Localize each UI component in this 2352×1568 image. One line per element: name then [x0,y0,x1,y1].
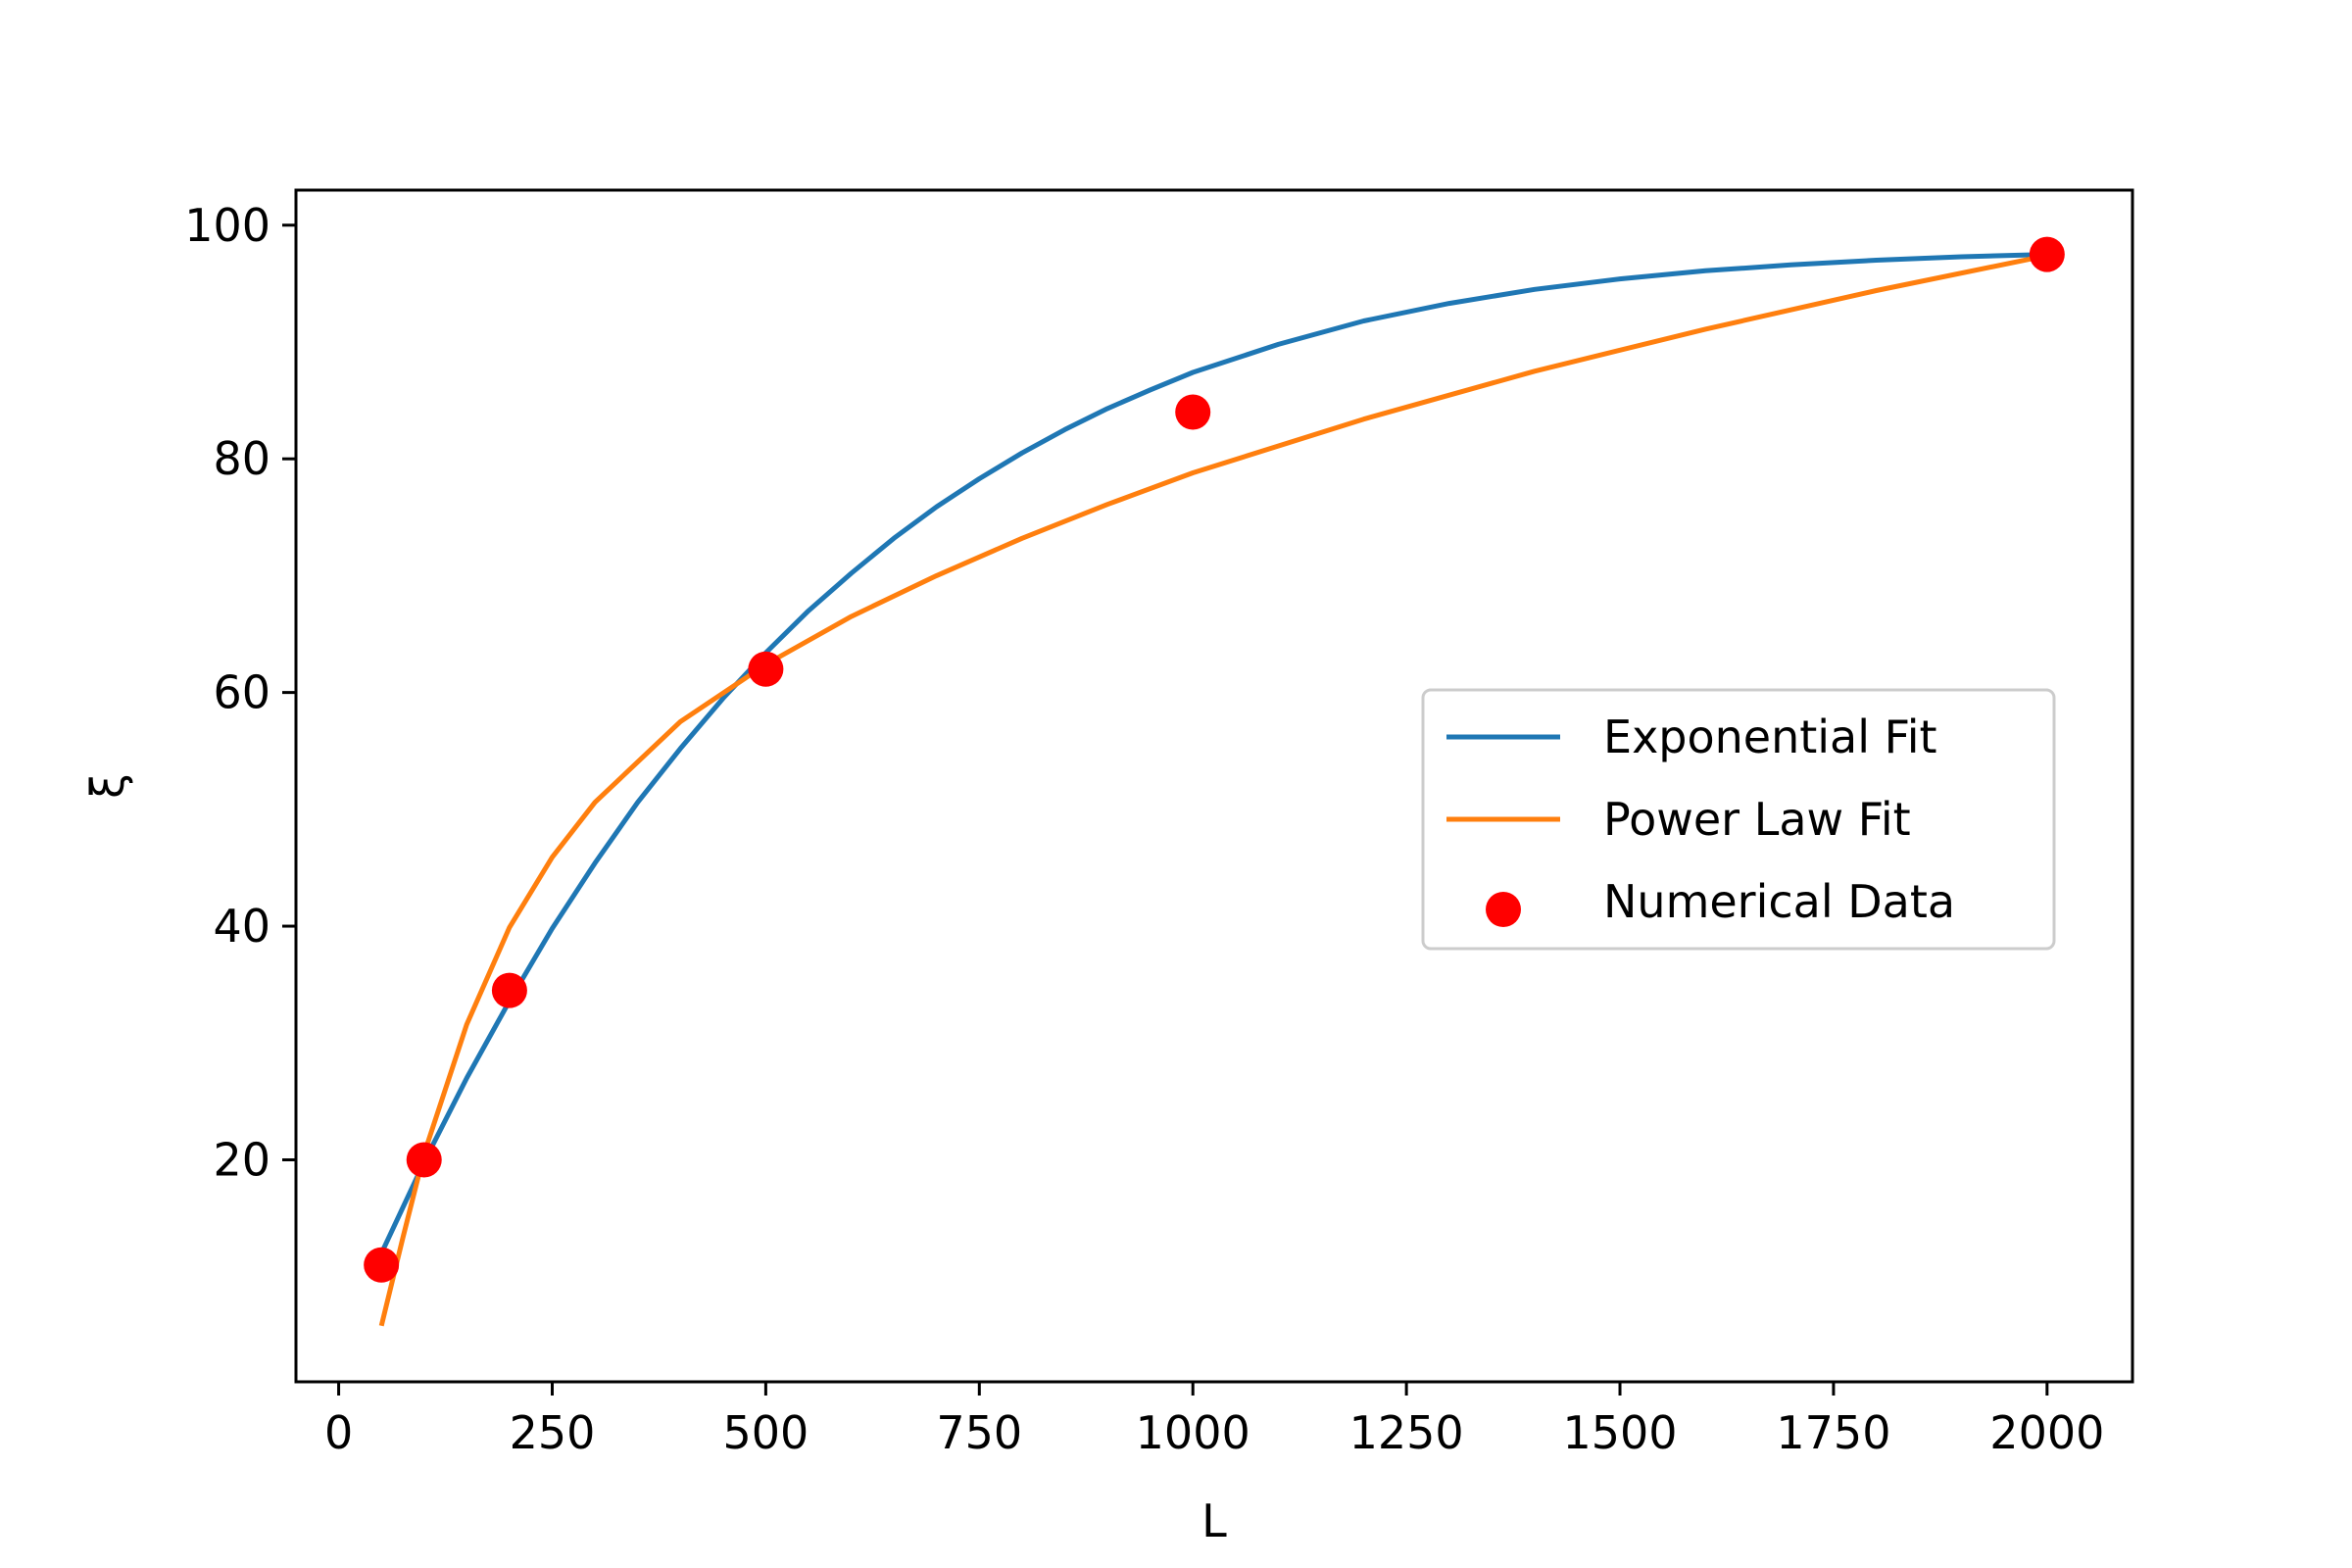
plot-area [364,236,2065,1327]
x-tick-label: 0 [324,1406,353,1459]
x-axis-label: L [1201,1494,1227,1547]
axes: 0 250 500 750 1000 1250 1500 1750 2000 20 40 60 80 10… [184,188,2134,1459]
data-point [2029,236,2065,272]
x-tick-label: 500 [722,1406,808,1459]
x-tick-label: 1500 [1562,1406,1677,1459]
data-point [1175,394,1211,430]
x-tick-label: 750 [936,1406,1022,1459]
data-point [364,1247,400,1283]
x-tick-label: 1000 [1136,1406,1250,1459]
legend-box [1421,688,2056,951]
y-tick-label: 60 [213,666,270,719]
legend: Exponential Fit Power Law Fit Numerical Da… [1421,688,2056,951]
x-tick-label: 1750 [1776,1406,1890,1459]
legend-label: Exponential Fit [1603,710,1937,763]
y-tick-label: 100 [184,199,270,252]
x-tick-label: 1250 [1349,1406,1464,1459]
y-axis-label: ξ [81,773,134,799]
x-tick-label: 2000 [1989,1406,2104,1459]
y-tick-label: 80 [213,432,270,485]
data-point [491,972,527,1008]
legend-label: Numerical Data [1603,875,1955,928]
series-line-power-law-fit [378,253,2048,1327]
series-line-exponential-fit [378,252,2047,1254]
x-tick-label: 250 [510,1406,596,1459]
legend-swatch-numerical-data [1486,892,1521,927]
y-tick-label: 20 [213,1133,270,1186]
data-point [406,1142,442,1178]
data-point [748,651,784,687]
legend-label: Power Law Fit [1603,793,1911,846]
y-tick-label: 40 [213,900,270,953]
plot-frame [294,188,2134,1384]
